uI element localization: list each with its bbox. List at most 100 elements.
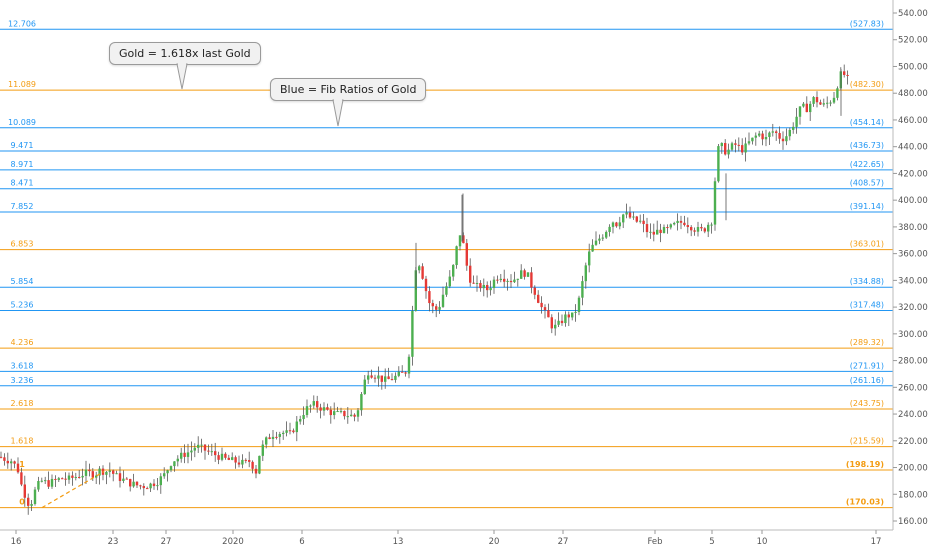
candle-body [557, 320, 560, 325]
y-tick-label: 200.00 [898, 464, 928, 474]
candle-body [336, 411, 339, 413]
candle-body [778, 133, 781, 139]
x-tick-label: 16 [11, 537, 22, 547]
fib-ratio-label: 8.971 [11, 160, 34, 169]
fib-value-label: (334.88) [850, 277, 884, 286]
candle-body [217, 455, 220, 460]
candle-body [370, 375, 373, 378]
candle-body [438, 306, 441, 310]
y-tick-label: 220.00 [898, 437, 928, 447]
candle-body [486, 284, 489, 291]
candle-body [353, 414, 356, 417]
candle-body [180, 452, 183, 459]
gold-callout: Gold = 1.618x last Gold [109, 42, 261, 65]
candle-body [754, 135, 757, 138]
candle-body [730, 143, 734, 150]
candle-body [469, 265, 472, 283]
candle-body [203, 444, 207, 451]
fib-ratio-label: 3.236 [11, 376, 34, 385]
candle-body [826, 102, 829, 104]
candle-body [251, 461, 254, 469]
candle-body [455, 246, 458, 266]
candle-body [214, 451, 217, 456]
candle-body [496, 279, 499, 281]
fib-value-label: (363.01) [850, 240, 884, 249]
candle-body [710, 224, 713, 226]
candle-body [479, 282, 482, 289]
candle-body [183, 452, 186, 457]
candle-body [394, 375, 397, 380]
fib-value-label: (527.83) [850, 19, 884, 28]
candle-body [795, 116, 798, 127]
candle-body [605, 231, 608, 238]
candle-body [407, 356, 411, 374]
candle-body [792, 126, 795, 130]
candle-body [482, 284, 485, 289]
candle-body [237, 462, 241, 465]
y-tick-label: 300.00 [898, 330, 928, 340]
candle-body [220, 453, 224, 460]
fib-ratio-label: 0 [19, 498, 25, 507]
candle-body [785, 136, 788, 142]
candles [0, 64, 849, 515]
candle-body [265, 437, 268, 445]
candle-body [635, 216, 638, 222]
candle-body [475, 282, 479, 284]
candle-body [560, 320, 564, 324]
candle-body [401, 371, 404, 373]
fib-value-label: (261.16) [850, 376, 884, 385]
candle-body [346, 416, 349, 418]
candle-body [717, 146, 720, 182]
candle-body [666, 227, 669, 229]
candle-body [492, 279, 496, 289]
candle-body [200, 444, 203, 446]
candle-body [16, 463, 20, 473]
fib-value-label: (454.14) [850, 118, 884, 127]
candle-body [404, 372, 407, 374]
candle-body [509, 280, 513, 283]
candle-body [540, 302, 543, 308]
candle-body [499, 278, 502, 281]
candle-body [285, 430, 288, 433]
y-tick-label: 520.00 [898, 36, 928, 46]
candle-body [319, 407, 322, 411]
candle-body [0, 456, 3, 458]
candle-body [822, 103, 825, 105]
candle-body [33, 489, 37, 504]
y-tick-label: 500.00 [898, 62, 928, 72]
candle-body [3, 457, 6, 461]
candle-body [302, 415, 305, 420]
candle-body [224, 453, 227, 458]
candle-body [88, 469, 91, 472]
candle-body [258, 455, 261, 474]
candle-body [411, 310, 414, 357]
fib-levels: 0 (170.03) 1 (198.19) 1.618 (215.59) 2.618 (243… [0, 19, 893, 509]
candle-body [445, 286, 448, 295]
candle-body [309, 405, 312, 407]
candle-body [418, 266, 421, 271]
candle-body [23, 484, 26, 498]
candle-body [747, 141, 751, 144]
candle-body [683, 222, 686, 226]
candle-body [30, 503, 33, 506]
fib-ratio-label: 2.618 [11, 399, 34, 408]
candle-body [384, 376, 387, 382]
fib-ratio-label: 7.852 [11, 202, 34, 211]
candle-body [367, 375, 370, 380]
candle-body [639, 220, 642, 222]
candle-body [363, 379, 366, 395]
y-tick-label: 480.00 [898, 89, 928, 99]
candle-body [268, 437, 271, 439]
candle-body [227, 457, 230, 460]
gold-callout-text: Gold = 1.618x last Gold [119, 47, 251, 60]
candle-body [54, 478, 57, 480]
candle-body [720, 143, 723, 147]
candle-body [122, 478, 125, 481]
candle-body [581, 281, 584, 298]
candle-body [669, 224, 672, 228]
candle-body [751, 137, 754, 142]
y-tick-label: 320.00 [898, 303, 928, 313]
candle-body [64, 478, 67, 480]
candle-body [506, 280, 509, 282]
